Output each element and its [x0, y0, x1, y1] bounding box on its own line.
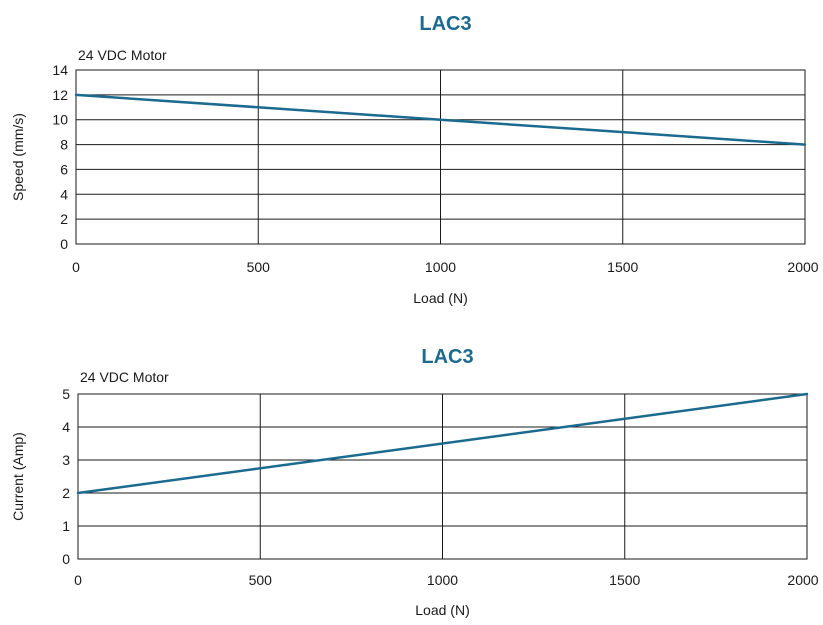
- y-tick-label: 3: [62, 452, 70, 468]
- x-tick-label: 1000: [425, 259, 456, 275]
- x-tick-label: 0: [74, 572, 82, 588]
- y-tick-label: 5: [62, 386, 70, 402]
- y-tick-label: 1: [62, 518, 70, 534]
- y-axis-label: Speed (mm/s): [10, 113, 26, 201]
- y-tick-label: 0: [62, 551, 70, 567]
- y-tick-label: 4: [60, 186, 68, 202]
- x-axis-label: Load (N): [413, 290, 467, 306]
- y-tick-label: 2: [60, 211, 68, 227]
- y-axis-label: Current (Amp): [10, 432, 26, 521]
- y-tick-label: 6: [60, 161, 68, 177]
- x-tick-label: 500: [249, 572, 273, 588]
- chart-title: LAC3: [419, 13, 471, 35]
- x-tick-label: 2000: [787, 259, 818, 275]
- chart-1: LAC3 24 VDC Motor 0 2 4 6 8 10 12 14 0 500 1000 1500 2…: [10, 13, 819, 306]
- y-tick-label: 8: [60, 137, 68, 153]
- y-tick-label: 12: [52, 87, 68, 103]
- plot-frame: [77, 393, 808, 560]
- series-line-1: [74, 93, 807, 146]
- y-tick-label: 14: [52, 62, 68, 78]
- chart-subtitle: 24 VDC Motor: [80, 369, 169, 385]
- x-tick-label: 500: [247, 259, 271, 275]
- x-tick-label: 1500: [607, 259, 638, 275]
- x-axis-label: Load (N): [415, 602, 469, 618]
- x-tick-label: 1000: [427, 572, 458, 588]
- y-tick-label: 2: [62, 485, 70, 501]
- x-tick-label: 0: [72, 259, 80, 275]
- series-line-1: [76, 392, 809, 495]
- chart-title: LAC3: [421, 346, 473, 368]
- y-tick-label: 4: [62, 419, 70, 435]
- chart-2: LAC3 24 VDC Motor 0 1 2 3 4 5 0 500 1000 1500 2000 Lo…: [10, 346, 819, 618]
- x-tick-label: 2000: [787, 572, 818, 588]
- y-tick-label: 0: [60, 236, 68, 252]
- x-tick-label: 1500: [609, 572, 640, 588]
- y-tick-label: 10: [52, 112, 68, 128]
- chart-subtitle: 24 VDC Motor: [78, 47, 167, 63]
- plot-frame: [75, 69, 806, 245]
